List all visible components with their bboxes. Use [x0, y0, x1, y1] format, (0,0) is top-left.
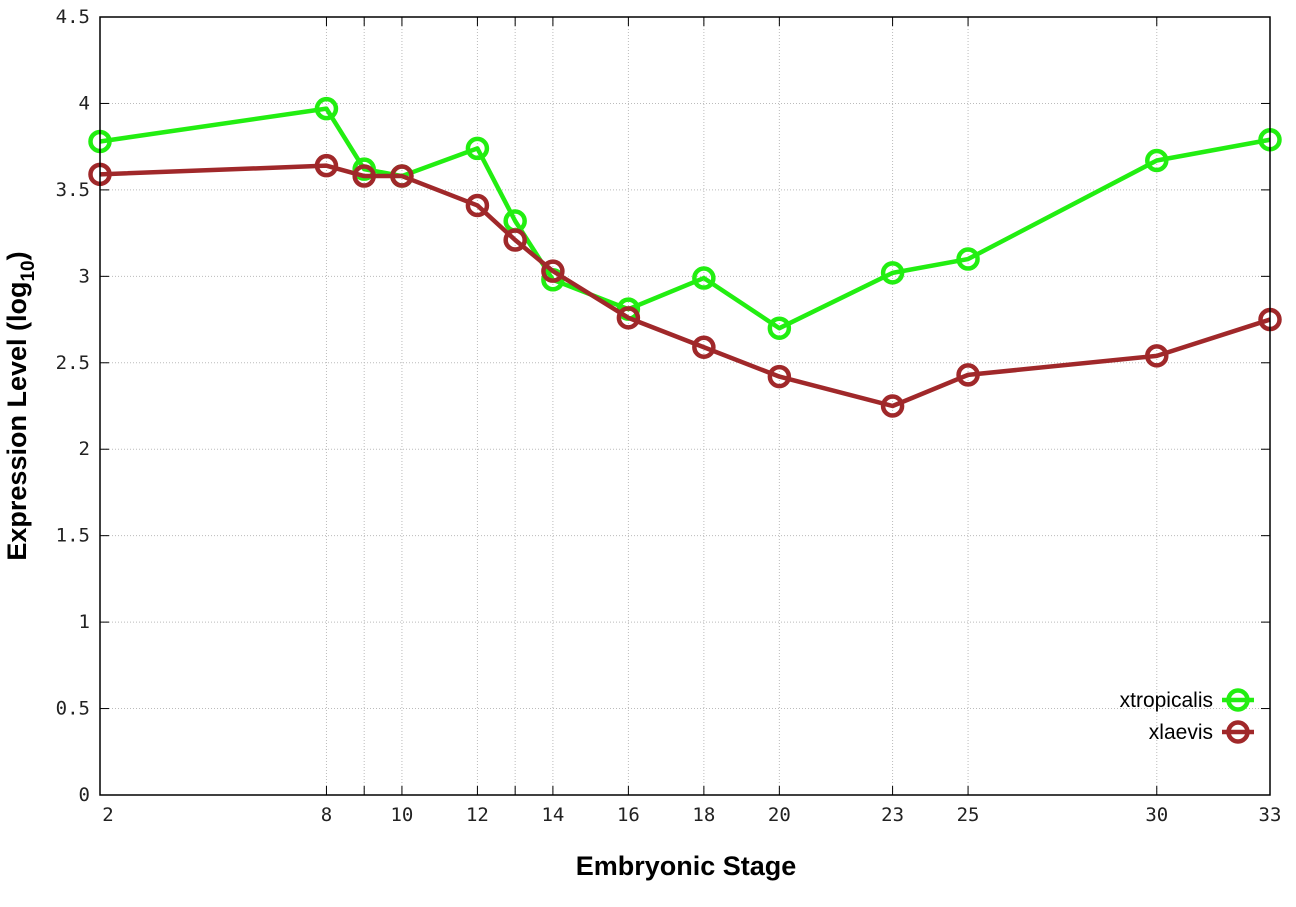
data-point	[465, 193, 490, 218]
x-tick-label: 14	[541, 804, 564, 826]
y-axis-label: Expression Level (log10)	[2, 251, 39, 560]
x-axis-label: Embryonic Stage	[576, 851, 797, 881]
series-line	[99, 163, 1271, 409]
data-point	[956, 247, 980, 271]
series-layer	[88, 96, 1282, 418]
data-point	[1145, 344, 1169, 368]
legend-label: xtropicalis	[1120, 689, 1213, 712]
y-tick-label: 0.5	[56, 698, 90, 720]
data-point	[352, 157, 376, 181]
data-point	[541, 259, 565, 283]
legend: xtropicalis xlaevis	[1120, 688, 1254, 744]
x-tick-label: 2	[102, 804, 113, 826]
series-xtropicalis	[88, 96, 1282, 340]
x-tick-label: 33	[1259, 804, 1282, 826]
legend-label: xlaevis	[1149, 721, 1213, 744]
data-point	[352, 164, 376, 188]
y-tick-label: 3.5	[56, 179, 90, 201]
data-point	[767, 316, 792, 340]
data-point	[616, 306, 641, 330]
x-tick-label: 16	[617, 804, 640, 826]
y-tick-label: 2.5	[56, 352, 90, 374]
data-point	[314, 153, 339, 178]
data-point	[390, 164, 414, 188]
x-tick-label: 10	[390, 804, 413, 826]
data-point	[503, 228, 527, 252]
x-tick-label: 8	[321, 804, 332, 826]
data-point	[956, 363, 980, 387]
x-tick-label: 30	[1145, 804, 1168, 826]
legend-marker	[1226, 688, 1250, 712]
y-tick-label: 4.5	[56, 6, 90, 28]
data-point	[880, 394, 905, 418]
data-point	[692, 335, 716, 359]
series-line	[99, 106, 1271, 331]
data-point	[465, 136, 490, 161]
x-tick-label: 23	[881, 804, 904, 826]
y-tick-label: 4	[79, 92, 90, 114]
y-tick-label: 3	[79, 265, 90, 287]
x-tick-label: 25	[957, 804, 980, 826]
data-point	[767, 364, 792, 389]
y-tick-label: 1	[79, 611, 90, 633]
y-tick-label: 1.5	[56, 525, 90, 547]
data-point	[692, 266, 716, 290]
y-tick-label: 0	[79, 784, 90, 806]
data-point	[314, 96, 339, 121]
x-tick-label: 20	[768, 804, 791, 826]
x-tick-label: 12	[466, 804, 489, 826]
legend-marker	[1226, 720, 1250, 744]
series-xlaevis	[88, 153, 1282, 418]
plot-frame	[99, 16, 1271, 796]
x-tick-label: 18	[692, 804, 715, 826]
y-tick-label: 2	[79, 438, 90, 460]
axis-ticks: 0 0.5 1 1.5 2 2.5 3 3.5 4 4.5 2 8 10 12 14 16 18 20 23 25 30…	[56, 6, 1282, 826]
data-point	[880, 261, 905, 285]
data-point	[1145, 148, 1169, 173]
grid	[100, 17, 1270, 795]
